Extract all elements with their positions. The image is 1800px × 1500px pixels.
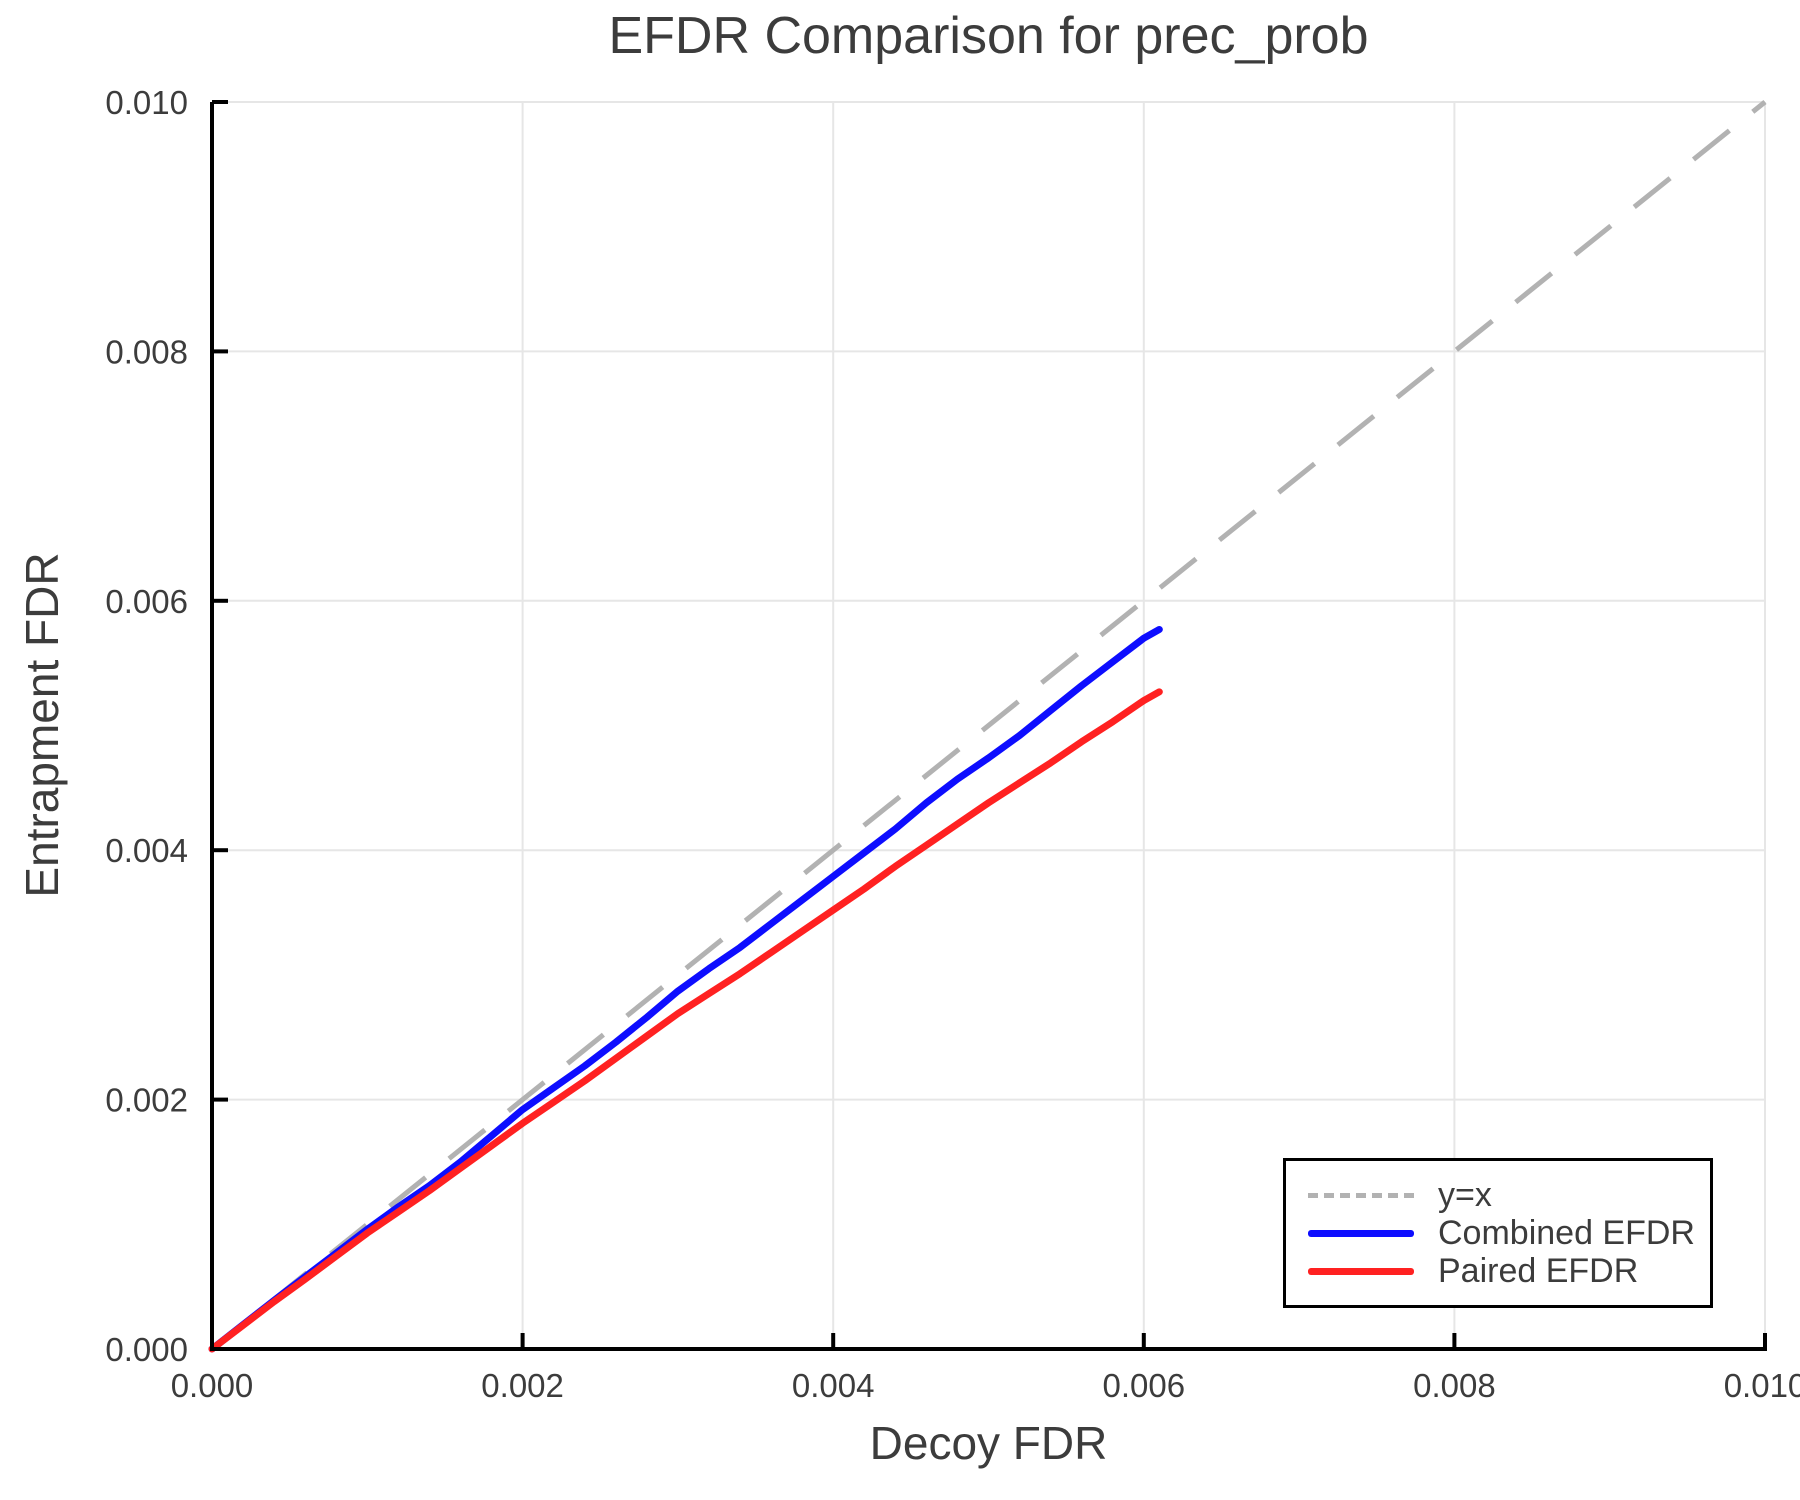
legend-label-combined: Combined EFDR — [1438, 1214, 1695, 1252]
legend-item-reference: y=x — [1308, 1176, 1700, 1214]
reference-line-swatch — [1308, 1192, 1414, 1198]
legend-label-paired: Paired EFDR — [1438, 1252, 1639, 1290]
x-tick-label: 0.000 — [171, 1367, 254, 1404]
y-tick-label: 0.010 — [105, 84, 188, 121]
legend-item-paired: Paired EFDR — [1308, 1252, 1700, 1290]
y-tick-label: 0.002 — [105, 1082, 188, 1119]
x-tick-label: 0.006 — [1103, 1367, 1186, 1404]
reference-line — [210, 100, 1767, 1351]
y-tick-label: 0.006 — [105, 583, 188, 620]
combined-line-swatch — [1308, 1229, 1414, 1237]
y-tick-label: 0.008 — [105, 333, 188, 370]
legend-item-combined: Combined EFDR — [1308, 1214, 1700, 1252]
legend: y=x Combined EFDR Paired EFDR — [1283, 1158, 1713, 1308]
y-tick-label: 0.004 — [105, 832, 188, 869]
legend-label-reference: y=x — [1438, 1176, 1492, 1214]
paired-line-swatch — [1308, 1267, 1414, 1275]
x-tick-label: 0.008 — [1413, 1367, 1496, 1404]
x-axis-label: Decoy FDR — [869, 1417, 1108, 1469]
y-tick-label: 0.000 — [105, 1331, 188, 1368]
x-tick-label: 0.004 — [792, 1367, 875, 1404]
x-tick-label: 0.010 — [1724, 1367, 1800, 1404]
chart-title: EFDR Comparison for prec_prob — [608, 7, 1369, 65]
y-axis-label: Entrapment FDR — [16, 552, 68, 898]
x-tick-label: 0.002 — [481, 1367, 564, 1404]
paired-efdr-line — [208, 688, 1163, 1353]
